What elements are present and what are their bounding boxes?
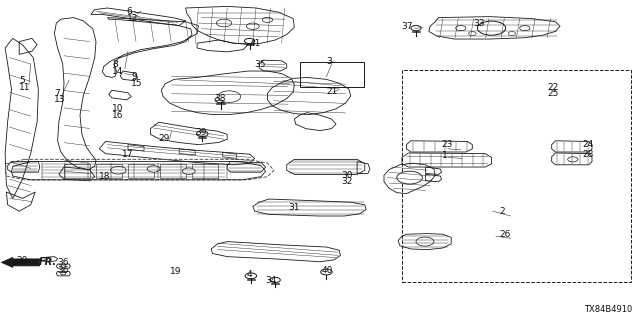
Text: 32: 32: [342, 177, 353, 186]
Text: 41: 41: [250, 39, 261, 48]
Text: 38: 38: [214, 94, 226, 103]
Circle shape: [215, 97, 227, 103]
Text: 19: 19: [170, 267, 181, 276]
Circle shape: [196, 131, 208, 137]
Text: TX84B4910: TX84B4910: [584, 305, 632, 314]
Text: 10: 10: [112, 104, 124, 113]
Text: 18: 18: [99, 172, 111, 181]
Text: FR.: FR.: [38, 257, 56, 268]
Circle shape: [262, 17, 273, 22]
Circle shape: [321, 269, 332, 275]
Text: 39: 39: [195, 128, 207, 137]
Circle shape: [468, 32, 476, 36]
Circle shape: [111, 166, 126, 174]
Circle shape: [456, 26, 466, 31]
Text: 40: 40: [322, 266, 333, 275]
Text: 36: 36: [58, 266, 69, 275]
Text: 15: 15: [131, 79, 143, 88]
Text: 9: 9: [131, 72, 137, 81]
Text: 29: 29: [159, 134, 170, 143]
Circle shape: [411, 26, 421, 31]
Text: 12: 12: [127, 14, 138, 23]
Circle shape: [397, 171, 422, 184]
Text: 21: 21: [326, 87, 338, 96]
Circle shape: [244, 38, 255, 44]
Circle shape: [416, 237, 434, 246]
Text: 36: 36: [58, 258, 69, 267]
Text: 23: 23: [442, 140, 453, 149]
Circle shape: [568, 157, 578, 162]
Text: 11: 11: [19, 83, 31, 92]
Text: 13: 13: [54, 95, 66, 104]
Circle shape: [147, 166, 160, 172]
Text: 4: 4: [246, 270, 252, 279]
Text: 2: 2: [499, 207, 505, 216]
Circle shape: [270, 277, 280, 283]
Text: 6: 6: [127, 7, 132, 16]
Circle shape: [508, 32, 516, 36]
Text: 7: 7: [54, 89, 60, 98]
Circle shape: [216, 19, 232, 27]
Text: 3: 3: [326, 57, 332, 66]
Bar: [300, 62, 364, 87]
FancyArrow shape: [1, 257, 40, 268]
Circle shape: [477, 21, 506, 35]
Text: 34: 34: [266, 276, 277, 285]
Circle shape: [520, 26, 530, 31]
Text: 24: 24: [582, 140, 594, 149]
Circle shape: [45, 258, 51, 261]
Text: 35: 35: [255, 60, 266, 69]
Circle shape: [61, 265, 66, 268]
Text: 26: 26: [499, 230, 511, 239]
Text: 25: 25: [547, 89, 559, 98]
Text: 1: 1: [442, 151, 447, 160]
Circle shape: [218, 91, 241, 102]
Text: 5: 5: [19, 76, 25, 85]
Text: 37: 37: [401, 22, 413, 31]
Text: 17: 17: [122, 150, 133, 159]
Text: 31: 31: [288, 203, 300, 212]
Circle shape: [246, 23, 259, 29]
Text: 16: 16: [112, 111, 124, 120]
Text: 28: 28: [582, 150, 594, 159]
Text: 20: 20: [16, 256, 28, 265]
Text: 33: 33: [474, 19, 485, 28]
Text: 14: 14: [112, 67, 124, 76]
Circle shape: [61, 272, 66, 275]
Text: 8: 8: [112, 60, 118, 69]
Circle shape: [245, 273, 257, 279]
Circle shape: [182, 168, 195, 174]
Bar: [402, 70, 631, 282]
Text: 30: 30: [342, 171, 353, 180]
Text: 22: 22: [547, 83, 559, 92]
